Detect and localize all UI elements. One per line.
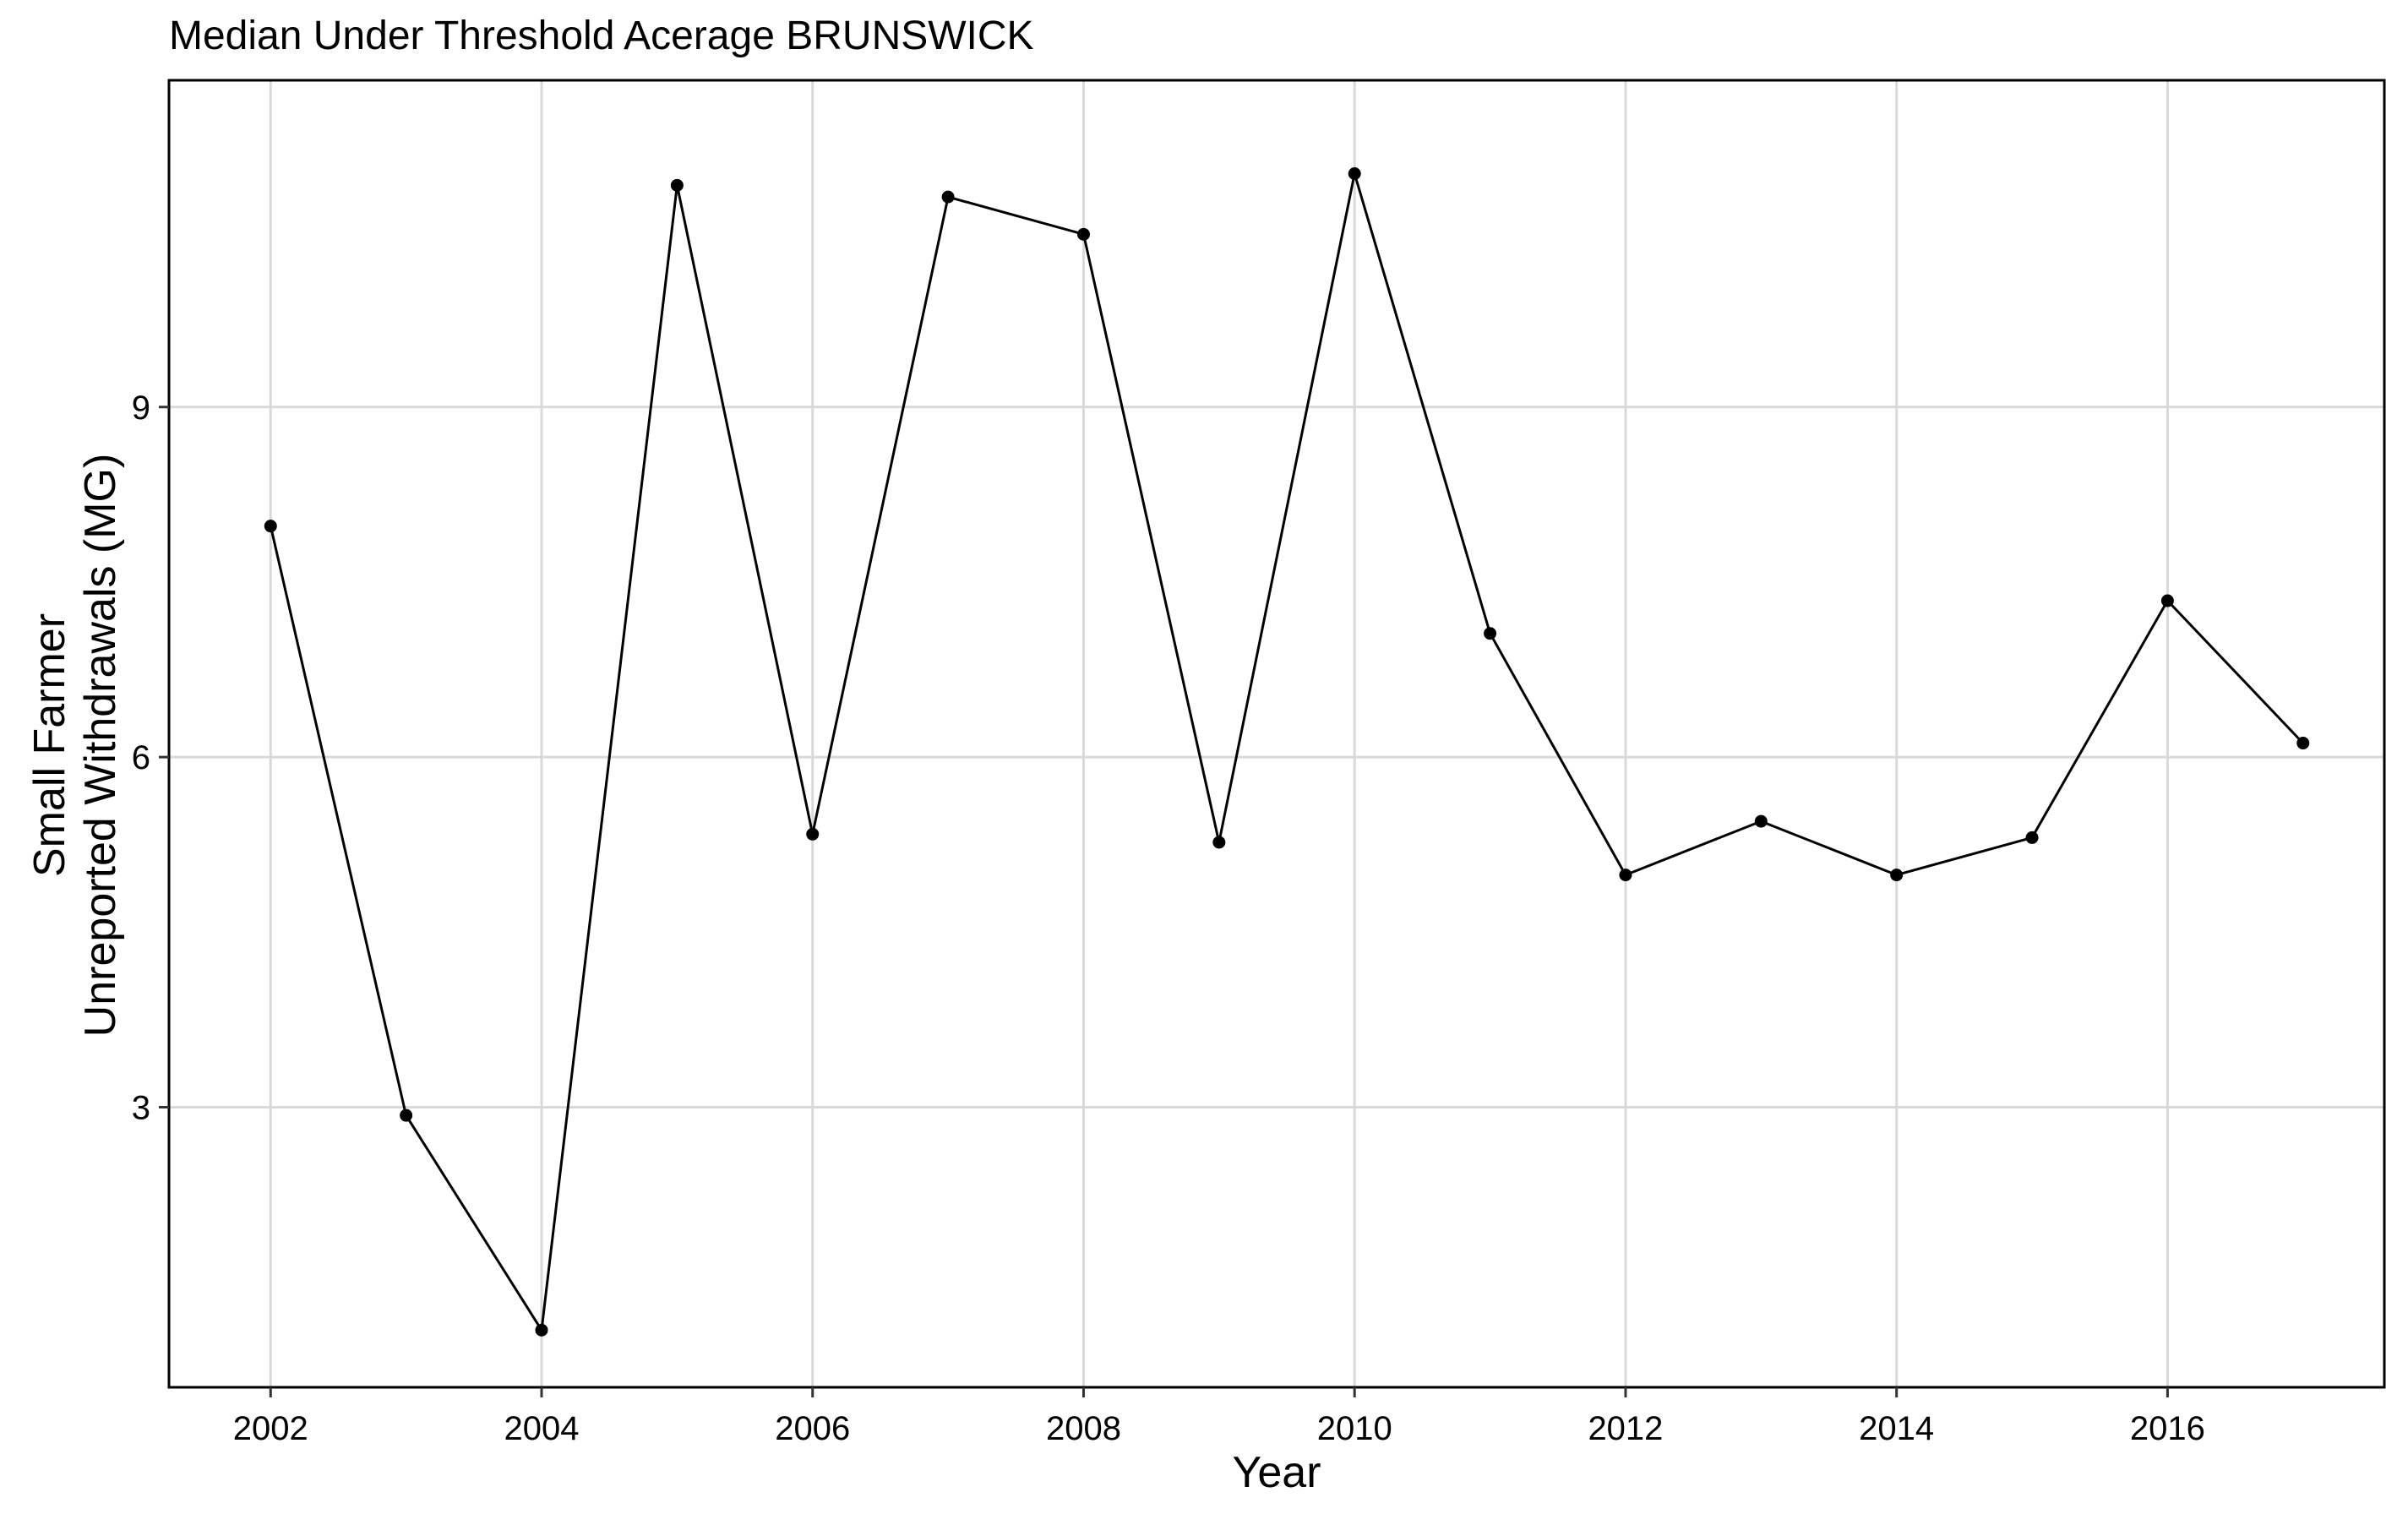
series-line — [269, 172, 2304, 1332]
axes: 2002 2004 2006 2008 2010 2012 2014 2016 3 6 9 — [132, 389, 2205, 1447]
data-point — [2160, 594, 2174, 607]
data-point — [1212, 836, 1226, 849]
x-tick-label: 2006 — [775, 1410, 850, 1447]
data-point — [264, 520, 277, 533]
data-point — [2296, 737, 2310, 750]
panel-border — [167, 79, 2386, 1389]
data-point — [1348, 167, 1361, 180]
y-tick-label: 3 — [132, 1090, 150, 1127]
data-point — [1754, 814, 1768, 828]
x-tick-label: 2002 — [233, 1410, 308, 1447]
y-axis-label-line-2: Unreported Withdrawals (MG) — [76, 454, 125, 1038]
data-point — [535, 1323, 548, 1337]
data-point — [1890, 869, 1904, 882]
data-point — [1619, 869, 1632, 882]
data-point — [1484, 627, 1497, 640]
x-tick-label: 2008 — [1046, 1410, 1121, 1447]
x-tick-label: 2010 — [1317, 1410, 1392, 1447]
x-tick-label: 2014 — [1859, 1410, 1934, 1447]
y-axis-label-line-1: Small Farmer — [25, 613, 74, 877]
y-tick-label: 9 — [132, 389, 150, 427]
data-point — [806, 827, 820, 841]
data-point — [941, 190, 955, 204]
y-tick-label: 6 — [132, 739, 150, 776]
series-layer — [264, 167, 2310, 1337]
x-tick-label: 2016 — [2130, 1410, 2205, 1447]
y-axis-label: Small Farmer Unreported Withdrawals (MG) — [25, 454, 125, 1038]
data-point — [1076, 227, 1090, 241]
x-tick-label: 2004 — [504, 1410, 580, 1447]
chart-title: Median Under Threshold Acerage BRUNSWICK — [169, 14, 1034, 58]
x-axis-label: Year — [1232, 1448, 1321, 1497]
data-point — [2025, 831, 2039, 844]
x-tick-label: 2012 — [1588, 1410, 1663, 1447]
data-point — [400, 1108, 413, 1122]
grid-lines — [169, 80, 2384, 1387]
data-point — [670, 178, 684, 192]
